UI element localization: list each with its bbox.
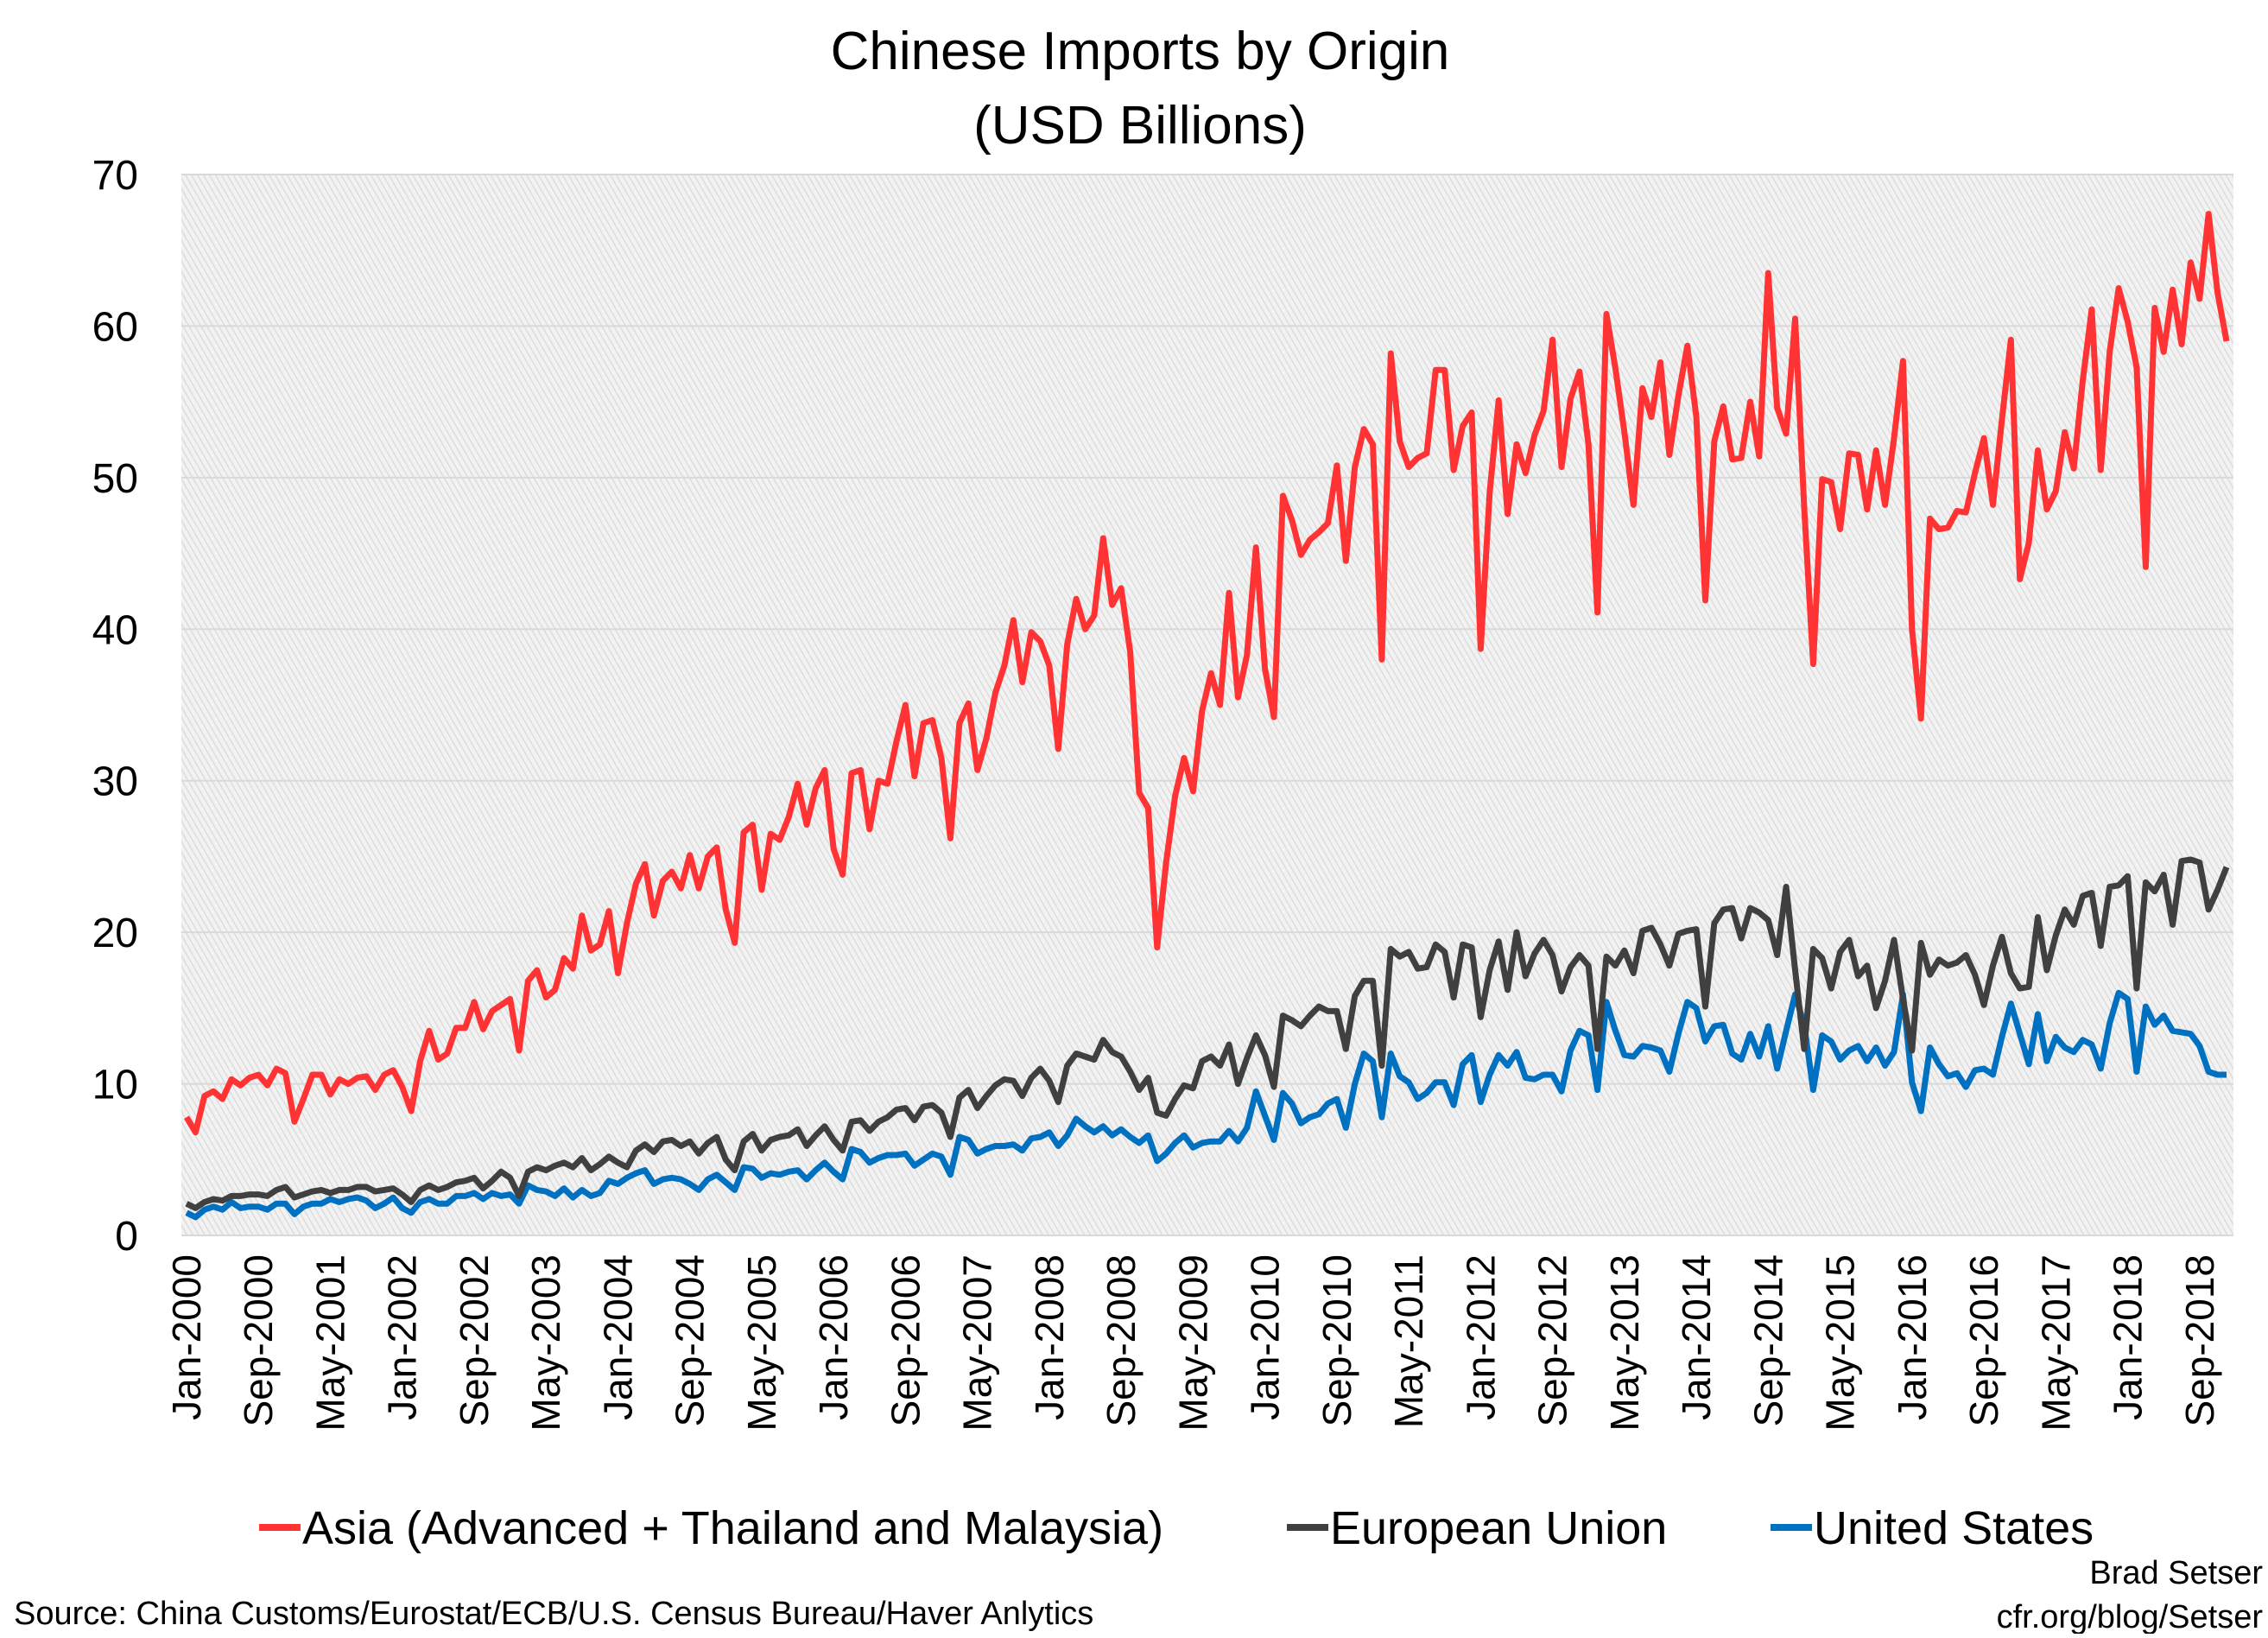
x-tick-label: Sep-2014 xyxy=(1745,1254,1790,1427)
x-tick-label: Sep-2002 xyxy=(452,1254,497,1427)
x-tick-label: Sep-2010 xyxy=(1315,1254,1359,1427)
legend-item: European Union xyxy=(1287,1502,1667,1554)
x-tick-label: Jan-2004 xyxy=(595,1254,640,1420)
x-tick-label: Sep-2004 xyxy=(668,1254,713,1427)
x-tick-label: Jan-2000 xyxy=(164,1254,209,1420)
x-tick-label: May-2005 xyxy=(739,1254,784,1432)
x-tick-label: May-2007 xyxy=(955,1254,1000,1432)
x-tick-label: May-2003 xyxy=(523,1254,568,1432)
y-tick-label: 50 xyxy=(92,456,138,502)
x-tick-label: May-2011 xyxy=(1386,1254,1431,1428)
series-line-0 xyxy=(183,211,2230,1136)
chart-title: Chinese Imports by Origin xyxy=(831,22,1450,81)
legend-label: United States xyxy=(1814,1502,2094,1554)
author-credit: Brad Setser xyxy=(2089,1555,2263,1591)
y-tick-label: 70 xyxy=(92,153,138,199)
gridlines xyxy=(181,174,2233,1236)
x-tick-label: Jan-2006 xyxy=(811,1254,856,1420)
chart-subtitle: (USD Billions) xyxy=(973,96,1307,156)
y-tick-label: 40 xyxy=(92,607,138,653)
y-tick-label: 60 xyxy=(92,304,138,350)
y-tick-label: 0 xyxy=(115,1214,138,1260)
x-tick-label: May-2009 xyxy=(1170,1254,1215,1432)
x-tick-label: Sep-2006 xyxy=(883,1254,928,1427)
series-lines xyxy=(183,211,2230,1221)
source-note: Source: China Customs/Eurostat/ECB/U.S. … xyxy=(14,1596,1093,1632)
y-tick-label: 30 xyxy=(92,759,138,805)
x-tick-label: Jan-2008 xyxy=(1027,1254,1072,1420)
x-axis: Jan-2000 Sep-2000 May-2001 Jan-2002 Sep-2002… xyxy=(164,1254,2222,1432)
x-tick-label: Sep-2018 xyxy=(2177,1254,2222,1427)
legend-label: Asia (Advanced + Thailand and Malaysia) xyxy=(302,1502,1163,1554)
x-tick-label: Sep-2016 xyxy=(1961,1254,2006,1427)
x-tick-label: Jan-2018 xyxy=(2106,1254,2151,1420)
x-tick-label: May-2015 xyxy=(1818,1254,1863,1432)
legend-item: United States xyxy=(1771,1502,2094,1554)
legend-item: Asia (Advanced + Thailand and Malaysia) xyxy=(259,1502,1163,1554)
legend: Asia (Advanced + Thailand and Malaysia) E… xyxy=(259,1502,2094,1554)
x-tick-label: Jan-2016 xyxy=(1890,1254,1935,1420)
series-line-2 xyxy=(185,989,2227,1221)
site-credit: cfr.org/blog/Setser xyxy=(1997,1599,2264,1634)
series-line-1 xyxy=(185,856,2230,1211)
x-tick-label: May-2001 xyxy=(307,1254,352,1432)
x-tick-label: Jan-2012 xyxy=(1458,1254,1503,1420)
y-tick-label: 10 xyxy=(92,1063,138,1108)
y-axis: 0 10 20 30 40 50 60 70 xyxy=(92,153,138,1260)
x-tick-label: Sep-2008 xyxy=(1099,1254,1144,1427)
x-tick-label: May-2013 xyxy=(1602,1254,1647,1432)
x-tick-label: Jan-2002 xyxy=(380,1254,425,1420)
x-tick-label: Jan-2010 xyxy=(1243,1254,1288,1420)
y-tick-label: 20 xyxy=(92,911,138,956)
x-tick-label: Sep-2000 xyxy=(236,1254,281,1427)
x-tick-label: Sep-2012 xyxy=(1530,1254,1575,1427)
x-tick-label: Jan-2014 xyxy=(1674,1254,1719,1420)
legend-label: European Union xyxy=(1330,1502,1667,1554)
x-tick-label: May-2017 xyxy=(2033,1254,2078,1432)
